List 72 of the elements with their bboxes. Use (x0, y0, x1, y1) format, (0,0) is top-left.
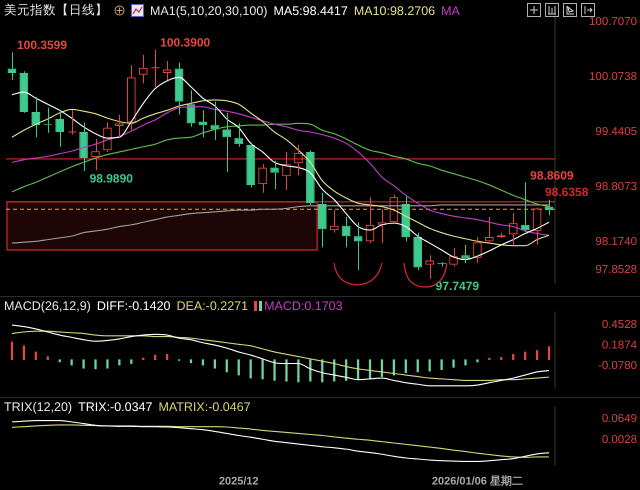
candlestick (246, 142, 255, 188)
bar (70, 359, 73, 366)
candlestick (544, 199, 554, 216)
y-tick-label: 0.0649 (602, 413, 637, 426)
chart-title: TRIX(12,20) (4, 400, 72, 414)
bar (404, 359, 407, 374)
candlestick (174, 62, 184, 116)
y-tick-label: 98.8073 (595, 181, 637, 194)
bar (226, 359, 228, 372)
chart-title: MACD(26,12,9) (4, 299, 91, 313)
bar (548, 346, 550, 360)
text: 100.3599 (16, 38, 68, 52)
candlestick (413, 232, 422, 270)
candlestick (318, 192, 327, 248)
candlestick (461, 244, 470, 264)
bar (130, 359, 132, 364)
bar (238, 359, 240, 376)
bar (58, 359, 61, 362)
candlestick (20, 70, 28, 114)
series-label: TRIX:-0.0347 (78, 400, 152, 414)
bar (154, 354, 156, 360)
line-series (11, 330, 550, 381)
bar (416, 359, 419, 372)
text: MA10:98.2706 (354, 4, 436, 18)
bar (428, 359, 431, 372)
candlestick (520, 182, 530, 232)
chart-subtitle: MA1(5,10,20,30,100) (150, 4, 268, 18)
line-series (11, 204, 550, 244)
candlestick (151, 49, 160, 88)
y-tick-label: 0.0028 (602, 434, 637, 446)
bar (536, 350, 538, 360)
candlestick (270, 160, 279, 190)
bar (524, 352, 526, 360)
bar (512, 354, 514, 360)
y-tick-label: 97.8528 (595, 264, 637, 276)
candlestick (210, 101, 220, 140)
y-tick-label: 0.4528 (602, 319, 637, 332)
candlestick (79, 122, 88, 172)
y-tick-label: -0.0780 (598, 360, 637, 372)
text: MA5:98.4417 (273, 4, 348, 18)
chart-title: 美元指数【日线】 (4, 2, 108, 19)
y-tick-label: 98.1740 (595, 236, 637, 248)
candlestick (8, 52, 16, 80)
y-tick-label: 99.4405 (595, 126, 637, 138)
candlestick (186, 90, 196, 128)
x-tick-label: 2026/01/06 星期二 (432, 474, 523, 488)
bar (214, 359, 216, 368)
bar (309, 359, 312, 382)
bar (34, 352, 37, 360)
y-tick-label: 100.0738 (589, 71, 637, 84)
text: MA (441, 4, 460, 18)
candlestick (354, 222, 362, 270)
series-label: MATRIX:-0.0467 (158, 400, 251, 414)
bar (500, 357, 502, 360)
x-tick-label: 2025/12 (218, 475, 259, 488)
y-tick-label: 100.7070 (589, 16, 637, 28)
series-label: DEA:-0.2271 (176, 299, 248, 313)
candlestick (198, 110, 208, 138)
bar (250, 359, 252, 378)
y-tick-label: 0.1874 (602, 339, 638, 352)
ref-line-label: 98.6358 (545, 184, 589, 199)
text: 98.9890 (90, 171, 133, 186)
text: 98.8609 (530, 168, 574, 182)
bar (333, 359, 336, 382)
text: 97.7479 (436, 279, 480, 294)
candlestick (306, 150, 315, 206)
candlestick (68, 110, 77, 136)
series-label: DIFF:-0.1420 (96, 299, 170, 313)
bar (46, 356, 49, 360)
legend-label: MACD:0.1703 (263, 299, 343, 313)
line-series (11, 324, 550, 386)
text: 100.3900 (160, 36, 210, 50)
